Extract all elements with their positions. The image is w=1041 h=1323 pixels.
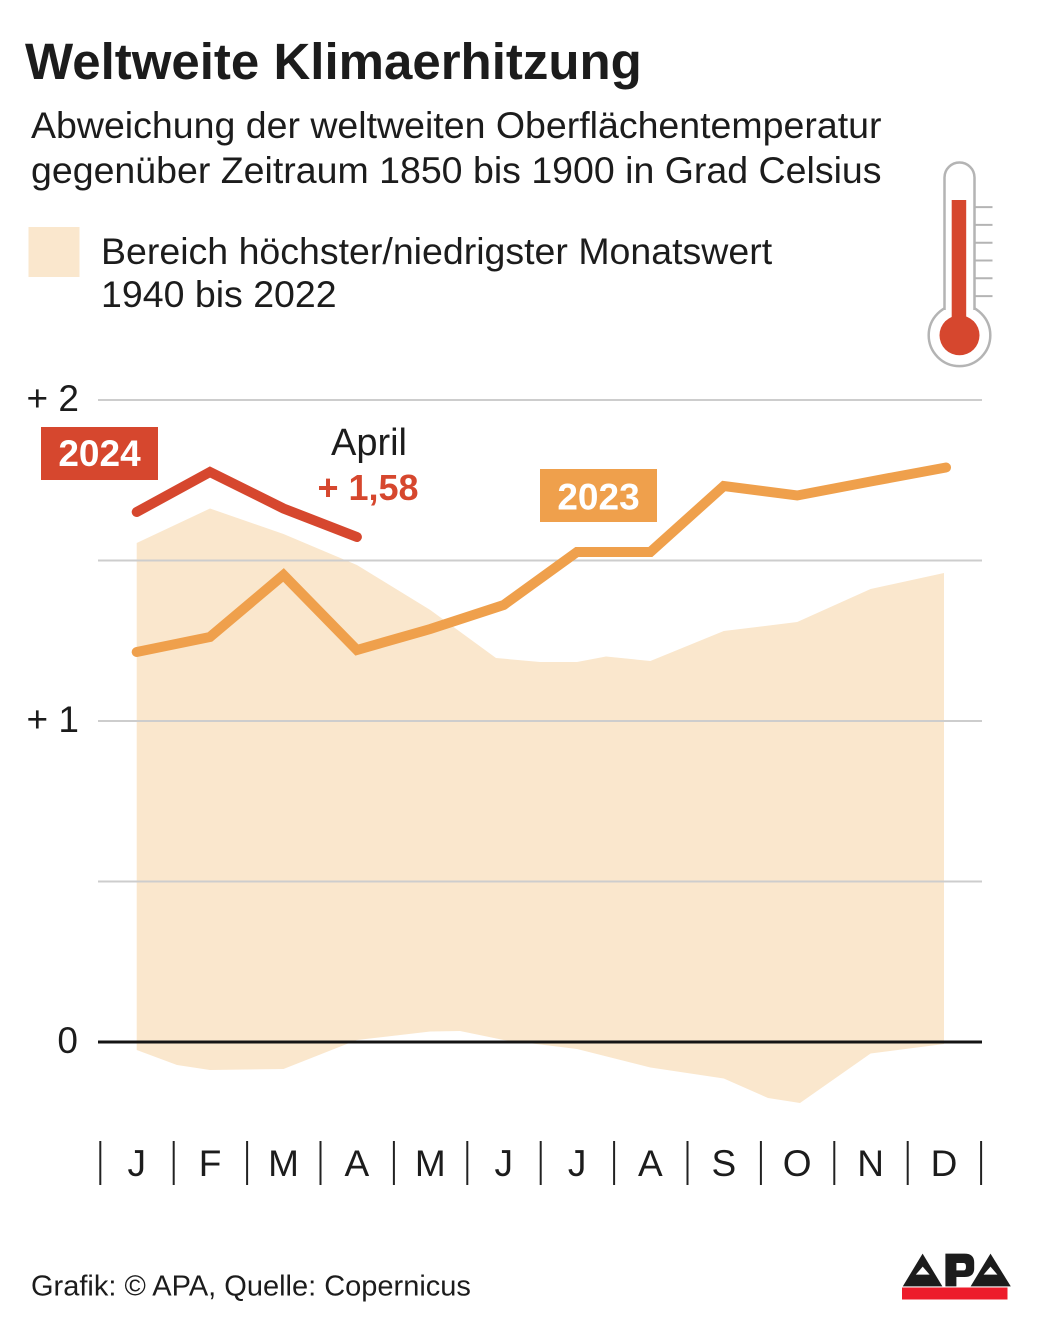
svg-text:Grafik: © APA, Quelle: Coperni: Grafik: © APA, Quelle: Copernicus — [31, 1271, 471, 1303]
svg-text:Abweichung der weltweiten Ober: Abweichung der weltweiten Oberflächentem… — [31, 104, 881, 146]
svg-text:2024: 2024 — [58, 433, 141, 474]
svg-text:0: 0 — [57, 1020, 78, 1061]
svg-text:J: J — [568, 1143, 587, 1184]
svg-text:1940 bis 2022: 1940 bis 2022 — [101, 273, 337, 315]
svg-text:A: A — [345, 1143, 370, 1184]
svg-text:+ 2: + 2 — [27, 378, 79, 419]
svg-text:S: S — [711, 1143, 736, 1184]
svg-text:J: J — [494, 1143, 513, 1184]
svg-text:+ 1: + 1 — [27, 699, 79, 740]
svg-text:M: M — [268, 1143, 299, 1184]
svg-text:A: A — [638, 1143, 663, 1184]
svg-text:D: D — [931, 1143, 958, 1184]
svg-text:F: F — [199, 1143, 222, 1184]
svg-text:M: M — [415, 1143, 446, 1184]
svg-text:N: N — [857, 1143, 884, 1184]
svg-text:O: O — [783, 1143, 812, 1184]
svg-text:gegenüber Zeitraum 1850 bis 19: gegenüber Zeitraum 1850 bis 1900 in Grad… — [31, 149, 882, 191]
svg-text:Weltweite Klimaerhitzung: Weltweite Klimaerhitzung — [25, 33, 642, 90]
svg-text:+ 1,58: + 1,58 — [317, 467, 418, 508]
svg-text:2023: 2023 — [557, 477, 639, 518]
svg-text:J: J — [127, 1143, 146, 1184]
svg-text:April: April — [331, 422, 407, 464]
svg-text:Bereich höchster/niedrigster M: Bereich höchster/niedrigster Monatswert — [101, 230, 773, 272]
